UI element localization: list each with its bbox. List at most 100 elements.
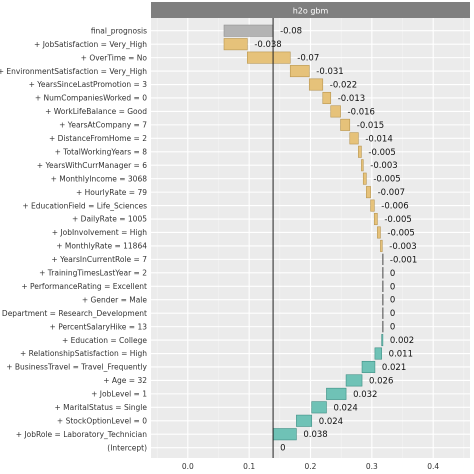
row-label-5: + NumCompaniesWorked = 0 xyxy=(35,94,147,103)
data-label-28: 0.024 xyxy=(333,403,357,413)
panel-strip xyxy=(151,2,470,18)
bar-16 xyxy=(380,239,383,252)
x-tick-label-2: 0.2 xyxy=(305,462,317,471)
row-label-16: + MonthlyRate = 11864 xyxy=(56,242,147,251)
bar-26 xyxy=(345,374,363,387)
row-label-3: + EnvironmentSatisfaction = Very_High xyxy=(0,67,147,76)
data-label-5: -0.013 xyxy=(338,94,365,104)
bars xyxy=(223,24,384,441)
row-label-19: + PerformanceRating = Excellent xyxy=(21,282,147,291)
bar-15 xyxy=(377,226,381,239)
data-label-30: 0.038 xyxy=(303,430,327,440)
row-label-12: + HourlyRate = 79 xyxy=(76,188,147,197)
bar-24 xyxy=(374,347,382,360)
bar-10 xyxy=(361,159,364,172)
data-label-2: -0.07 xyxy=(297,54,319,64)
panel-strip-title: h2o gbm xyxy=(293,7,329,16)
data-label-6: -0.016 xyxy=(348,107,375,117)
data-label-26: 0.026 xyxy=(369,376,393,386)
bar-28 xyxy=(311,401,327,414)
row-label-1: + JobSatisfaction = Very_High xyxy=(34,40,147,49)
bar-27 xyxy=(326,387,347,400)
row-label-11: + MonthlyIncome = 3068 xyxy=(51,174,148,183)
data-label-21: 0 xyxy=(390,309,395,319)
row-label-18: + TrainingTimesLastYear = 2 xyxy=(39,269,147,278)
row-label-13: + EducationField = Life_Sciences xyxy=(22,201,147,210)
data-label-3: -0.031 xyxy=(316,67,343,77)
data-labels: -0.08 -0.038 -0.07 -0.031 -0.022 -0.013 -0.016… xyxy=(254,27,417,454)
data-label-8: -0.014 xyxy=(365,134,392,144)
row-label-26: + Age = 32 xyxy=(103,376,147,385)
x-axis-ticks: 0.0 0.1 0.2 0.3 0.4 xyxy=(182,462,440,471)
row-labels: final_prognosis + JobSatisfaction = Very_… xyxy=(0,26,148,452)
data-label-1: -0.038 xyxy=(254,40,281,50)
bar-3 xyxy=(289,65,310,78)
x-tick-label-1: 0.1 xyxy=(243,462,255,471)
data-label-7: -0.015 xyxy=(357,121,384,131)
bar-25 xyxy=(361,360,376,373)
data-label-19: 0 xyxy=(390,282,395,292)
x-tick-label-4: 0.4 xyxy=(427,462,439,471)
row-label-24: + RelationshipSatisfaction = High xyxy=(20,349,147,358)
bar-8 xyxy=(349,132,359,145)
bar-4 xyxy=(308,78,324,91)
data-label-27: 0.032 xyxy=(353,390,377,400)
bar-0 xyxy=(223,24,274,37)
data-label-22: 0 xyxy=(390,323,395,333)
data-label-25: 0.021 xyxy=(382,363,406,373)
bar-7 xyxy=(340,118,351,131)
data-label-14: -0.005 xyxy=(384,215,411,225)
row-label-0: final_prognosis xyxy=(91,26,147,35)
bar-9 xyxy=(358,145,362,158)
data-label-18: 0 xyxy=(390,269,395,279)
bar-5 xyxy=(322,91,332,104)
row-label-20: + Gender = Male xyxy=(82,295,148,304)
data-label-13: -0.006 xyxy=(381,202,408,212)
row-label-31: (Intercept) xyxy=(107,443,147,452)
row-label-7: + YearsAtCompany = 7 xyxy=(59,121,147,130)
data-label-9: -0.005 xyxy=(368,148,395,158)
data-label-23: 0.002 xyxy=(390,336,414,346)
data-label-24: 0.011 xyxy=(389,350,413,360)
bar-14 xyxy=(373,213,378,226)
row-label-6: + WorkLifeBalance = Good xyxy=(45,107,147,116)
row-label-8: + DistanceFromHome = 2 xyxy=(49,134,147,143)
row-label-22: + PercentSalaryHike = 13 xyxy=(50,322,148,331)
row-label-15: + JobInvolvement = High xyxy=(52,228,148,237)
x-tick-label-0: 0.0 xyxy=(182,462,194,471)
data-label-12: -0.007 xyxy=(378,188,405,198)
row-label-28: + MaritalStatus = Single xyxy=(54,403,147,412)
data-label-4: -0.022 xyxy=(330,81,357,91)
data-label-20: 0 xyxy=(390,296,395,306)
row-label-17: + YearsInCurrentRole = 7 xyxy=(51,255,147,264)
row-label-25: + BusinessTravel = Travel_Frequently xyxy=(6,363,147,372)
data-label-16: -0.003 xyxy=(389,242,416,252)
bar-12 xyxy=(366,186,371,199)
bar-23 xyxy=(381,334,384,347)
data-label-0: -0.08 xyxy=(280,27,302,37)
row-label-4: + YearsSinceLastPromotion = 3 xyxy=(29,80,148,89)
row-label-9: + TotalWorkingYears = 8 xyxy=(55,147,148,156)
row-label-30: + JobRole = Laboratory_Technician xyxy=(16,430,147,439)
grid-lines xyxy=(151,18,470,458)
row-label-29: + StockOptionLevel = 0 xyxy=(57,416,147,425)
row-label-23: + Education = College xyxy=(62,336,147,345)
data-label-11: -0.005 xyxy=(373,175,400,185)
bar-13 xyxy=(370,199,375,212)
bar-6 xyxy=(330,105,341,118)
bar-29 xyxy=(296,414,313,427)
row-label-21: + Department = Research_Development xyxy=(0,309,147,318)
bar-1 xyxy=(223,38,248,51)
row-label-27: + JobLevel = 1 xyxy=(91,390,147,399)
row-label-10: + YearsWithCurrManager = 6 xyxy=(37,161,147,170)
data-label-29: 0.024 xyxy=(319,417,343,427)
row-label-14: + DailyRate = 1005 xyxy=(72,215,147,224)
x-tick-label-3: 0.3 xyxy=(366,462,378,471)
data-label-17: -0.001 xyxy=(390,255,417,265)
bar-2 xyxy=(247,51,291,64)
bar-30 xyxy=(272,428,297,441)
row-label-2: + OverTime = No xyxy=(81,53,148,62)
bar-11 xyxy=(362,172,367,185)
data-label-31: 0 xyxy=(280,444,285,454)
